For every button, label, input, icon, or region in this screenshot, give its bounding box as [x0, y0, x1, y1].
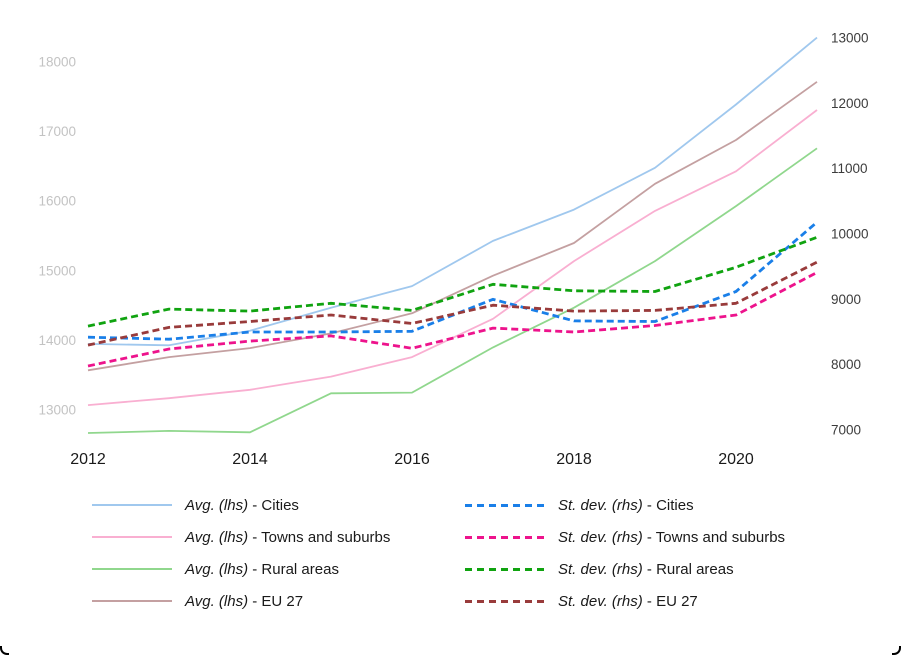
sd-towns-line-swatch: [465, 535, 545, 539]
legend-prefix: Avg. (lhs): [185, 528, 249, 546]
x-axis-tick-2012: 2012: [70, 451, 106, 468]
right-axis-tick-10000: 10000: [831, 227, 869, 242]
left-axis-tick-16000: 16000: [38, 194, 76, 209]
avg-towns-line-swatch: [92, 536, 172, 538]
legend-suffix: - Towns and suburbs: [248, 528, 391, 546]
sd-eu27-line-swatch: [465, 599, 545, 603]
right-axis-tick-9000: 9000: [831, 292, 861, 307]
legend-suffix: - Cities: [248, 496, 299, 514]
x-axis-tick-2016: 2016: [394, 451, 430, 468]
series-line-sd_rural: [87, 235, 818, 328]
x-axis-tick-2018: 2018: [556, 451, 592, 468]
x-axis-tick-2014: 2014: [232, 451, 268, 468]
legend-prefix: St. dev. (rhs): [558, 528, 643, 546]
legend-item-avg-rural: Avg. (lhs) - Rural areas: [92, 553, 390, 585]
right-axis-tick-7000: 7000: [831, 423, 861, 438]
left-axis-tick-14000: 14000: [38, 333, 76, 348]
avg-rural-line-swatch: [92, 568, 172, 570]
legend-item-avg-towns: Avg. (lhs) - Towns and suburbs: [92, 521, 390, 553]
legend-suffix: - Rural areas: [642, 560, 734, 578]
legend-label: St. dev. (rhs) - Rural areas: [558, 561, 734, 578]
sd-rural-line-swatch: [465, 567, 545, 571]
legend-column-stdev: St. dev. (rhs) - Cities St. dev. (rhs) -…: [465, 489, 785, 617]
series-line-sd_towns: [87, 271, 818, 368]
legend-label: St. dev. (rhs) - Cities: [558, 497, 694, 514]
legend-item-avg-eu27: Avg. (lhs) - EU 27: [92, 585, 390, 617]
legend-column-avg: Avg. (lhs) - Cities Avg. (lhs) - Towns a…: [92, 489, 390, 617]
legend-label: St. dev. (rhs) - Towns and suburbs: [558, 529, 785, 546]
legend-prefix: St. dev. (rhs): [558, 560, 643, 578]
x-axis-tick-2020: 2020: [718, 451, 754, 468]
avg-cities-line-swatch: [92, 504, 172, 506]
left-axis-tick-13000: 13000: [38, 403, 76, 418]
legend-suffix: - EU 27: [642, 592, 698, 610]
legend-prefix: St. dev. (rhs): [558, 496, 643, 514]
legend-label: Avg. (lhs) - Towns and suburbs: [185, 529, 390, 546]
legend-label: St. dev. (rhs) - EU 27: [558, 593, 698, 610]
legend-suffix: - EU 27: [248, 592, 304, 610]
legend-item-sd-rural: St. dev. (rhs) - Rural areas: [465, 553, 785, 585]
avg-eu27-line-swatch: [92, 600, 172, 602]
series-line-avg_towns: [87, 109, 818, 406]
legend-prefix: St. dev. (rhs): [558, 592, 643, 610]
legend-label: Avg. (lhs) - Cities: [185, 497, 299, 514]
right-axis-tick-13000: 13000: [831, 31, 869, 46]
legend-suffix: - Towns and suburbs: [642, 528, 786, 546]
legend-prefix: Avg. (lhs): [185, 592, 249, 610]
left-axis-tick-18000: 18000: [38, 55, 76, 70]
legend-suffix: - Cities: [642, 496, 694, 514]
series-line-avg_rural: [87, 147, 818, 434]
legend-item-sd-cities: St. dev. (rhs) - Cities: [465, 489, 785, 521]
series-line-avg_eu27: [87, 81, 818, 372]
legend-item-sd-towns: St. dev. (rhs) - Towns and suburbs: [465, 521, 785, 553]
right-axis-tick-12000: 12000: [831, 96, 869, 111]
chart-plot: 18000 17000 16000 15000 14000 13000 13000 12000…: [38, 31, 869, 469]
legend-label: Avg. (lhs) - Rural areas: [185, 561, 339, 578]
left-axis-tick-15000: 15000: [38, 263, 76, 278]
legend-suffix: - Rural areas: [248, 560, 339, 578]
legend-item-sd-eu27: St. dev. (rhs) - EU 27: [465, 585, 785, 617]
window-corner-bottom-left: [0, 646, 9, 655]
legend-label: Avg. (lhs) - EU 27: [185, 593, 303, 610]
right-axis-tick-8000: 8000: [831, 357, 861, 372]
legend-prefix: Avg. (lhs): [185, 496, 249, 514]
series-line-sd_cities: [87, 221, 818, 341]
left-axis-tick-17000: 17000: [38, 124, 76, 139]
legend-item-avg-cities: Avg. (lhs) - Cities: [92, 489, 390, 521]
legend-prefix: Avg. (lhs): [185, 560, 249, 578]
window-corner-bottom-right: [892, 646, 901, 655]
series-line-avg_cities: [87, 36, 818, 347]
sd-cities-line-swatch: [465, 503, 545, 507]
right-axis-tick-11000: 11000: [831, 161, 868, 176]
series-line-sd_eu27: [87, 260, 818, 347]
